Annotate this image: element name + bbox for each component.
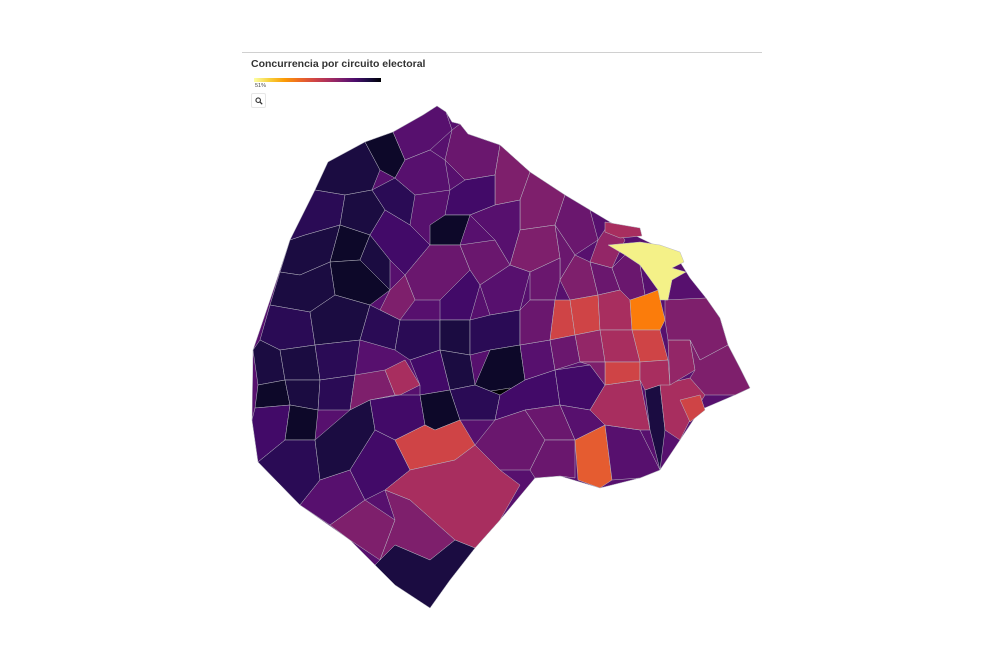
map-title: Concurrencia por circuito electoral	[251, 58, 426, 70]
legend-label: 51%	[255, 83, 267, 89]
district-e-9[interactable]	[574, 329, 606, 363]
district-w-12[interactable]	[349, 369, 396, 411]
district-cs-8[interactable]	[519, 299, 556, 346]
district-port[interactable]	[607, 241, 687, 301]
district-w-11[interactable]	[317, 374, 356, 411]
color-scale-legend	[254, 78, 381, 82]
district-port-north[interactable]	[604, 221, 643, 239]
district-c-2[interactable]	[379, 274, 416, 321]
district-n-7[interactable]	[429, 214, 471, 246]
district-nw-9[interactable]	[371, 177, 416, 226]
divider	[242, 52, 762, 53]
district-c-9[interactable]	[529, 257, 561, 301]
district-coast-2[interactable]	[689, 339, 751, 396]
district-w-5[interactable]	[279, 344, 321, 381]
district-sw-12[interactable]	[374, 539, 476, 609]
district-e-12[interactable]	[639, 359, 671, 391]
district-cs-2[interactable]	[439, 319, 471, 356]
district-w-1[interactable]	[259, 304, 316, 351]
district-e-4[interactable]	[569, 294, 601, 336]
map-card: Concurrencia por circuito electoral 51%	[242, 52, 762, 652]
district-e-13[interactable]	[579, 361, 606, 386]
district-w-13[interactable]	[384, 359, 421, 396]
district-n-8[interactable]	[554, 194, 599, 256]
zoom-button[interactable]	[251, 93, 266, 108]
district-c-8[interactable]	[479, 264, 531, 316]
district-w-10[interactable]	[284, 404, 319, 441]
district-w-6[interactable]	[314, 339, 361, 381]
district-se-4[interactable]	[529, 439, 576, 479]
district-se-12[interactable]	[679, 394, 706, 423]
search-icon	[254, 96, 263, 105]
district-nw-11[interactable]	[359, 234, 391, 291]
district-c-7[interactable]	[439, 269, 481, 321]
